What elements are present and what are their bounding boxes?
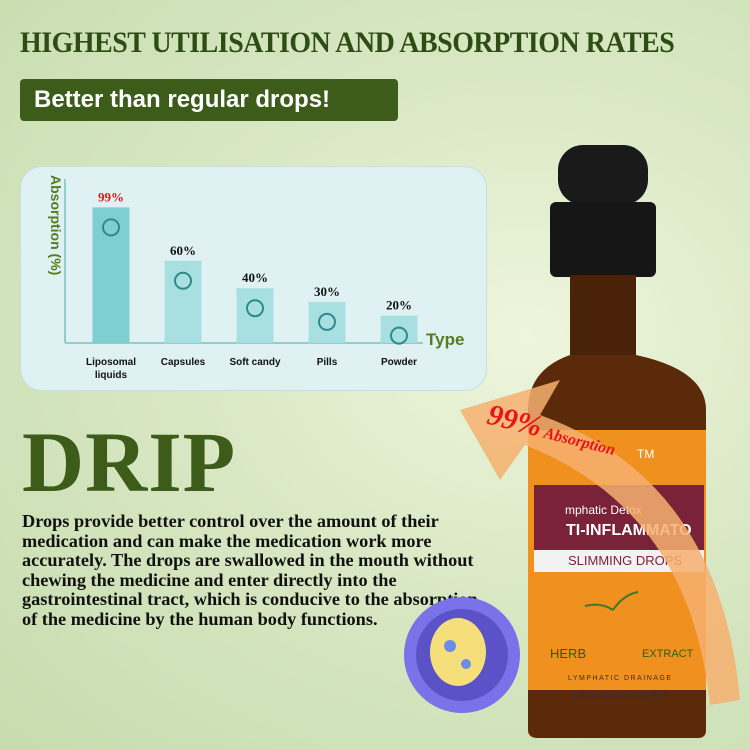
data-label: 20%: [386, 298, 412, 313]
category-label: Liposomal: [86, 357, 136, 368]
label-line1: mphatic Detox: [565, 503, 642, 517]
headline: HIGHEST UTILISATION AND ABSORPTION RATES: [20, 26, 675, 59]
bar-1: [164, 260, 202, 343]
data-label: 99%: [98, 189, 124, 204]
drainage-label: LYMPHATIC DRAINAGE: [568, 675, 673, 682]
y-axis-label: Absorption (%): [48, 175, 64, 275]
description-paragraph: Drops provide better control over the am…: [22, 511, 478, 629]
label-tm: TM: [637, 447, 655, 461]
liposome-illustration: [404, 597, 520, 713]
leaf-icon: [584, 591, 639, 611]
herb-label: HERB: [550, 646, 587, 661]
category-label: Capsules: [161, 357, 206, 368]
bar-4: [380, 315, 418, 343]
subheadline-banner: Better than regular drops!: [20, 79, 398, 121]
data-label: 40%: [242, 270, 268, 285]
data-label: 30%: [314, 284, 340, 299]
category-label: Soft candy: [229, 357, 281, 368]
absorption-chart: Absorption (%) Type 99% Liposomal liquids 6…: [20, 166, 487, 391]
chart-svg: Absorption (%) Type 99% Liposomal liquids 6…: [48, 175, 464, 381]
powder-icon: [390, 326, 408, 345]
bar-0: [92, 207, 130, 343]
dropper-bottle-icon: [102, 218, 120, 237]
category-label: Powder: [381, 357, 417, 368]
category-label: liquids: [95, 370, 128, 381]
absorption-arrow: [460, 380, 740, 705]
extract-label: EXTRACT: [642, 648, 694, 660]
pills-icon: [318, 312, 336, 331]
category-label: Pills: [317, 357, 338, 368]
volume-label: 1 fluid ounce ( 30 ml ): [571, 690, 668, 701]
bar-3: [308, 301, 346, 343]
label-line3: SLIMMING DROPS: [568, 553, 683, 568]
data-label: 60%: [170, 243, 196, 258]
gummy-bear-icon: [246, 299, 264, 318]
x-axis-label: Type: [426, 330, 464, 349]
capsule-icon: [174, 271, 192, 290]
section-title: DRIP: [22, 414, 237, 510]
